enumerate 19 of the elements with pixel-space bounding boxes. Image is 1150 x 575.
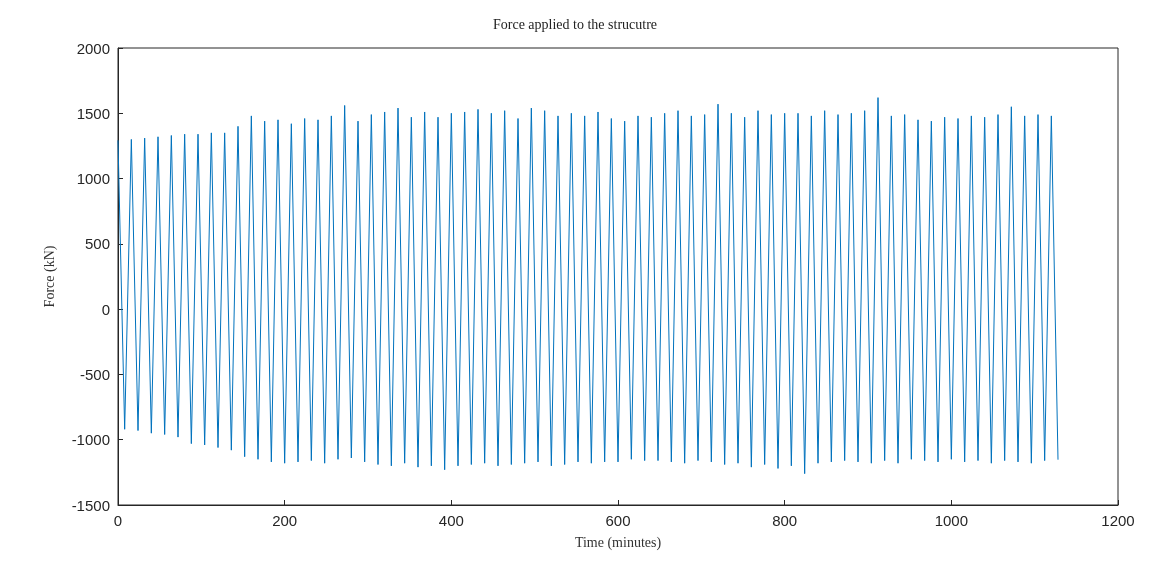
y-tick-label: 500 bbox=[84, 235, 110, 253]
y-tick-label: -1000 bbox=[71, 431, 110, 449]
x-tick-label: 400 bbox=[438, 512, 464, 529]
chart-title: Force applied to the strucutre bbox=[492, 16, 658, 32]
x-tick-label: 200 bbox=[272, 512, 298, 529]
x-tick-label: 800 bbox=[772, 512, 798, 529]
y-tick-label: -1500 bbox=[71, 496, 110, 514]
x-axis-title: Time (minutes) bbox=[574, 534, 662, 551]
y-tick-label: -500 bbox=[79, 365, 110, 383]
y-tick-label: 0 bbox=[101, 300, 110, 318]
x-tick-label: 1200 bbox=[1101, 512, 1135, 529]
y-tick-label: 2000 bbox=[76, 39, 110, 57]
x-tick-label: 600 bbox=[605, 512, 631, 529]
x-tick-label: 0 bbox=[113, 512, 123, 529]
line-series bbox=[117, 97, 1059, 475]
y-tick-label: 1500 bbox=[76, 104, 110, 122]
x-tick-label: 1000 bbox=[934, 512, 969, 529]
y-tick-label: 1000 bbox=[76, 170, 110, 188]
y-axis-title: Force (kN) bbox=[41, 245, 58, 308]
